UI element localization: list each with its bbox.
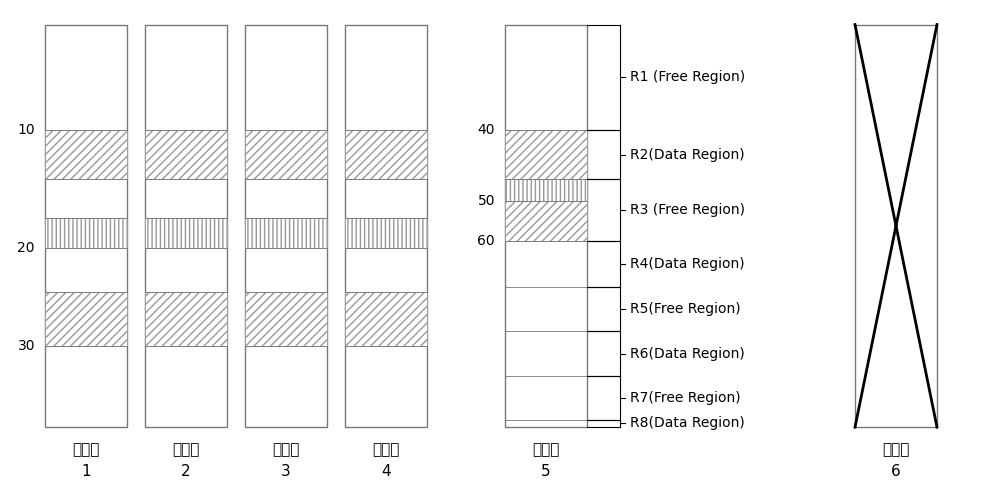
Bar bbox=[245, 218, 327, 248]
Text: 10: 10 bbox=[17, 123, 35, 137]
Text: 主磁盘: 主磁盘 bbox=[172, 442, 200, 457]
Text: R8(Data Region): R8(Data Region) bbox=[630, 416, 745, 431]
Bar bbox=[145, 130, 227, 179]
Text: R6(Data Region): R6(Data Region) bbox=[630, 347, 745, 360]
Bar bbox=[245, 25, 327, 427]
Text: 主磁盘: 主磁盘 bbox=[272, 442, 300, 457]
Text: 主磁盘: 主磁盘 bbox=[372, 442, 400, 457]
Bar bbox=[45, 292, 127, 346]
Text: 20: 20 bbox=[17, 241, 35, 255]
Bar bbox=[245, 130, 327, 179]
Bar bbox=[45, 130, 127, 179]
Bar bbox=[345, 130, 427, 179]
Text: 故障盘: 故障盘 bbox=[882, 442, 910, 457]
Text: R5(Free Region): R5(Free Region) bbox=[630, 302, 741, 316]
Text: 50: 50 bbox=[478, 194, 495, 208]
Text: R3 (Free Region): R3 (Free Region) bbox=[630, 203, 745, 217]
Bar bbox=[245, 292, 327, 346]
Text: 2: 2 bbox=[181, 464, 191, 479]
Bar bbox=[145, 218, 227, 248]
Text: R7(Free Region): R7(Free Region) bbox=[630, 391, 741, 405]
Text: 30: 30 bbox=[17, 339, 35, 353]
Text: R2(Data Region): R2(Data Region) bbox=[630, 148, 745, 162]
Bar bbox=[145, 25, 227, 427]
Bar bbox=[345, 25, 427, 427]
Bar bbox=[45, 25, 127, 427]
Bar bbox=[505, 130, 587, 179]
Bar bbox=[505, 179, 587, 201]
Text: 60: 60 bbox=[477, 234, 495, 247]
Bar bbox=[145, 292, 227, 346]
Text: R1 (Free Region): R1 (Free Region) bbox=[630, 70, 745, 84]
Bar bbox=[505, 25, 587, 427]
Text: 4: 4 bbox=[381, 464, 391, 479]
Text: 主磁盘: 主磁盘 bbox=[72, 442, 100, 457]
Text: 40: 40 bbox=[478, 123, 495, 137]
Text: 3: 3 bbox=[281, 464, 291, 479]
Text: 1: 1 bbox=[81, 464, 91, 479]
Text: 6: 6 bbox=[891, 464, 901, 479]
Bar bbox=[345, 218, 427, 248]
Bar bbox=[855, 25, 937, 427]
Text: 5: 5 bbox=[541, 464, 551, 479]
Text: 热备盘: 热备盘 bbox=[532, 442, 560, 457]
Text: R4(Data Region): R4(Data Region) bbox=[630, 257, 745, 271]
Bar bbox=[45, 218, 127, 248]
Bar bbox=[345, 292, 427, 346]
Bar bbox=[505, 201, 587, 241]
